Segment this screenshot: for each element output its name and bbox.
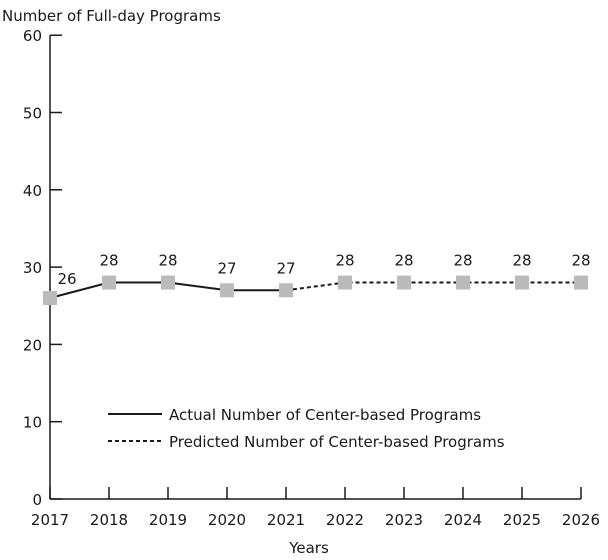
- y-tick-label: 40: [23, 182, 42, 200]
- x-tick-label: 2026: [562, 511, 600, 529]
- data-point-marker: [456, 275, 470, 290]
- data-point-marker: [279, 283, 293, 298]
- y-tick-label: 20: [23, 336, 42, 354]
- x-tick-label: 2020: [208, 511, 246, 529]
- data-label: 28: [158, 252, 177, 270]
- y-tick-label: 50: [23, 105, 42, 123]
- series-lines: [49, 281, 581, 299]
- data-point-marker: [220, 283, 234, 298]
- data-point-marker: [43, 291, 57, 306]
- x-tick-label: 2022: [326, 511, 364, 529]
- data-label: 28: [99, 252, 118, 270]
- data-label: 27: [217, 259, 236, 277]
- x-tick-label: 2023: [385, 511, 423, 529]
- data-markers: [43, 275, 588, 306]
- data-label: 28: [571, 252, 590, 270]
- data-label: 26: [57, 270, 76, 288]
- data-point-marker: [161, 275, 175, 290]
- x-tick-label: 2019: [149, 511, 187, 529]
- data-point-marker: [574, 275, 588, 290]
- y-tick-label: 10: [23, 414, 42, 432]
- data-label: 27: [276, 259, 295, 277]
- axes: [49, 35, 581, 500]
- data-point-marker: [397, 275, 411, 290]
- legend: Actual Number of Center-based Programs P…: [108, 406, 505, 451]
- x-tick-label: 2025: [503, 511, 541, 529]
- x-axis-ticks: 2017 2018 2019 2020 2021 2022 2023 2024 2025 2026: [31, 487, 600, 529]
- x-tick-label: 2021: [267, 511, 305, 529]
- chart-title: Number of Full-day Programs: [2, 7, 221, 25]
- data-label: 28: [512, 252, 531, 270]
- x-tick-label: 2017: [31, 511, 69, 529]
- data-labels: 26 28 28 27 27 28 28 28 28 28: [57, 252, 590, 288]
- data-point-marker: [102, 275, 116, 290]
- x-axis-title: Years: [288, 539, 329, 557]
- data-label: 28: [453, 252, 472, 270]
- legend-label-predicted: Predicted Number of Center-based Program…: [169, 433, 505, 451]
- data-label: 28: [335, 252, 354, 270]
- y-tick-label: 30: [23, 259, 42, 277]
- x-tick-label: 2018: [90, 511, 128, 529]
- data-label: 28: [394, 252, 413, 270]
- legend-label-actual: Actual Number of Center-based Programs: [169, 406, 481, 424]
- x-tick-label: 2024: [444, 511, 482, 529]
- data-point-marker: [515, 275, 529, 290]
- y-tick-label: 60: [23, 27, 42, 45]
- y-axis-ticks: 0 10 20 30 40 50 60: [23, 27, 62, 509]
- data-point-marker: [338, 275, 352, 290]
- y-tick-label: 0: [32, 491, 42, 509]
- series-line-predicted: [285, 281, 581, 292]
